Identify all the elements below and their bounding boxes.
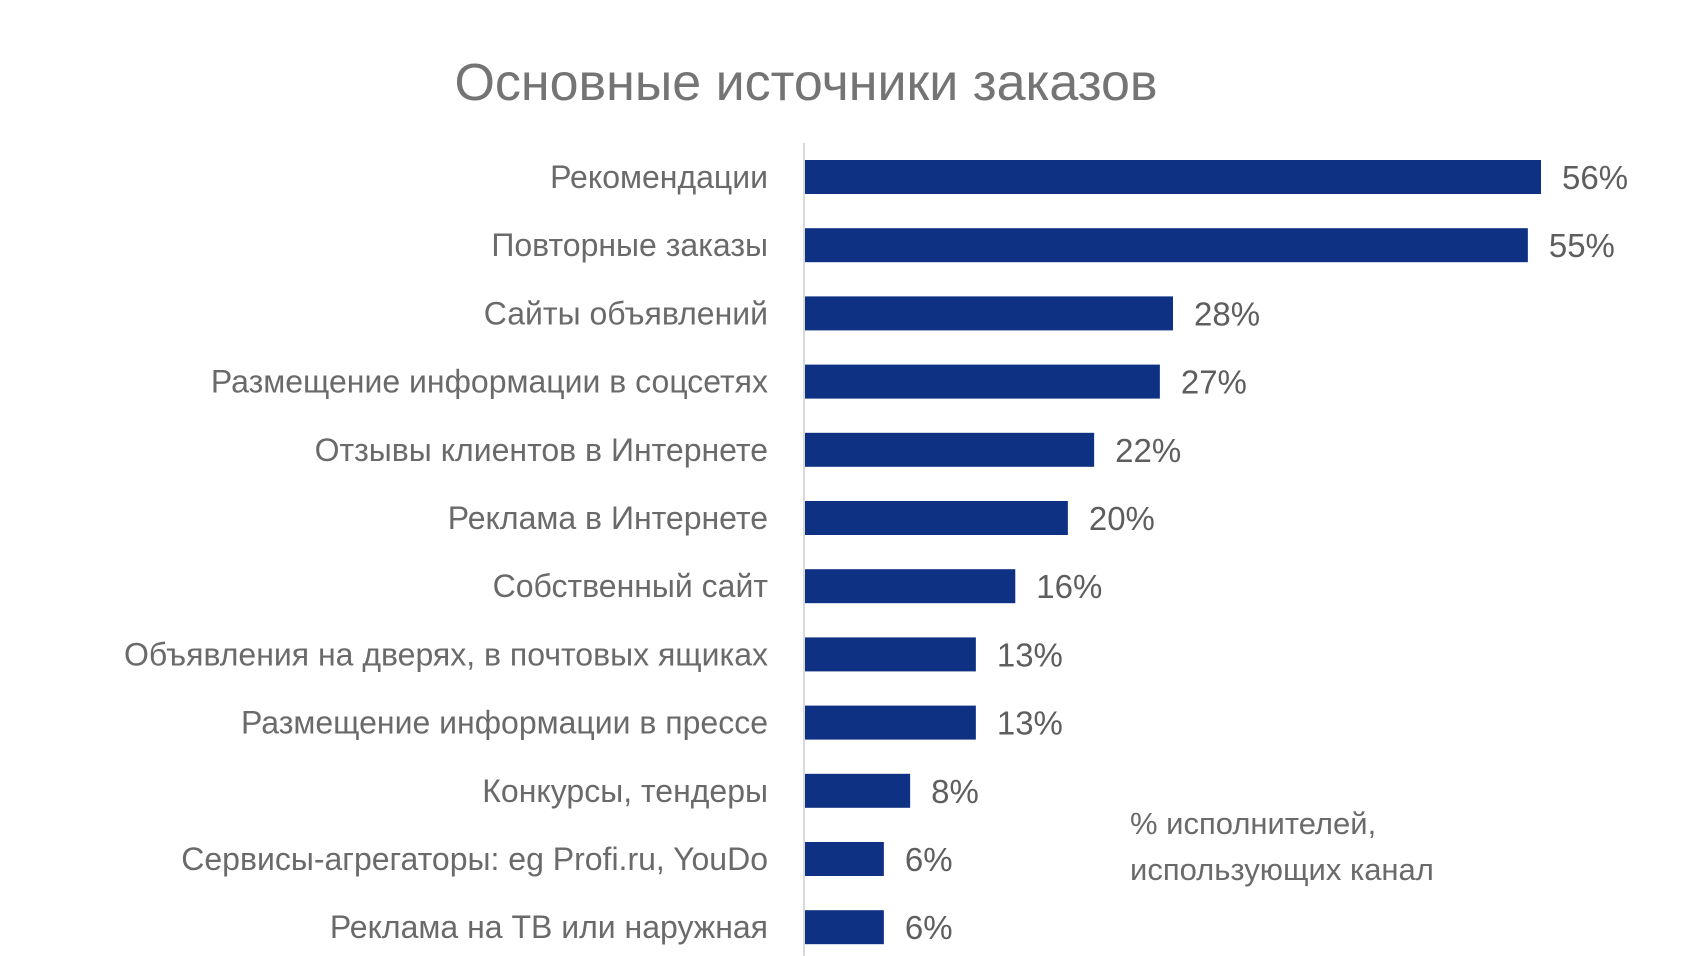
category-label: Собственный сайт — [493, 568, 769, 604]
category-label: Размещение информации в прессе — [241, 705, 768, 741]
bar-6 — [805, 569, 1016, 604]
bar-7 — [805, 637, 976, 672]
value-label: 28% — [1194, 295, 1260, 332]
value-label: 27% — [1181, 364, 1247, 401]
category-label: Объявления на дверях, в почтовых ящиках — [124, 636, 768, 672]
bar-11 — [805, 910, 884, 945]
value-label: 6% — [905, 841, 953, 878]
bar-8 — [805, 705, 976, 740]
category-label: Сайты объявлений — [484, 295, 768, 331]
bar-3 — [805, 364, 1160, 399]
value-label: 8% — [931, 773, 979, 810]
value-label: 13% — [997, 705, 1063, 742]
category-label: Конкурсы, тендеры — [482, 773, 768, 809]
bar-5 — [805, 501, 1068, 535]
bar-9 — [805, 773, 911, 808]
value-label: 56% — [1562, 159, 1628, 196]
value-label: 16% — [1036, 568, 1102, 605]
category-label: Повторные заказы — [491, 227, 768, 263]
category-label: Размещение информации в соцсетях — [211, 364, 768, 400]
category-label: Отзывы клиентов в Интернете — [315, 432, 768, 468]
value-label: 6% — [905, 909, 953, 946]
category-label: Рекомендации — [550, 159, 768, 195]
value-label: 55% — [1549, 227, 1615, 264]
category-label: Реклама в Интернете — [448, 500, 768, 536]
annotation-line-1: % исполнителей, — [1130, 806, 1376, 841]
bar-0 — [805, 160, 1541, 194]
bar-10 — [805, 842, 884, 876]
category-label: Сервисы-агрегаторы: eg Profi.ru, YouDo — [181, 841, 768, 877]
category-label: Реклама на ТВ или наружная — [330, 909, 768, 945]
value-label: 22% — [1115, 432, 1181, 469]
chart-title: Основные источники заказов — [454, 54, 1157, 112]
bar-2 — [805, 296, 1173, 331]
value-label: 13% — [997, 636, 1063, 673]
value-label: 20% — [1089, 500, 1155, 537]
bar-1 — [805, 228, 1528, 263]
bar-4 — [805, 432, 1095, 467]
annotation-line-2: использующих канал — [1130, 852, 1434, 887]
